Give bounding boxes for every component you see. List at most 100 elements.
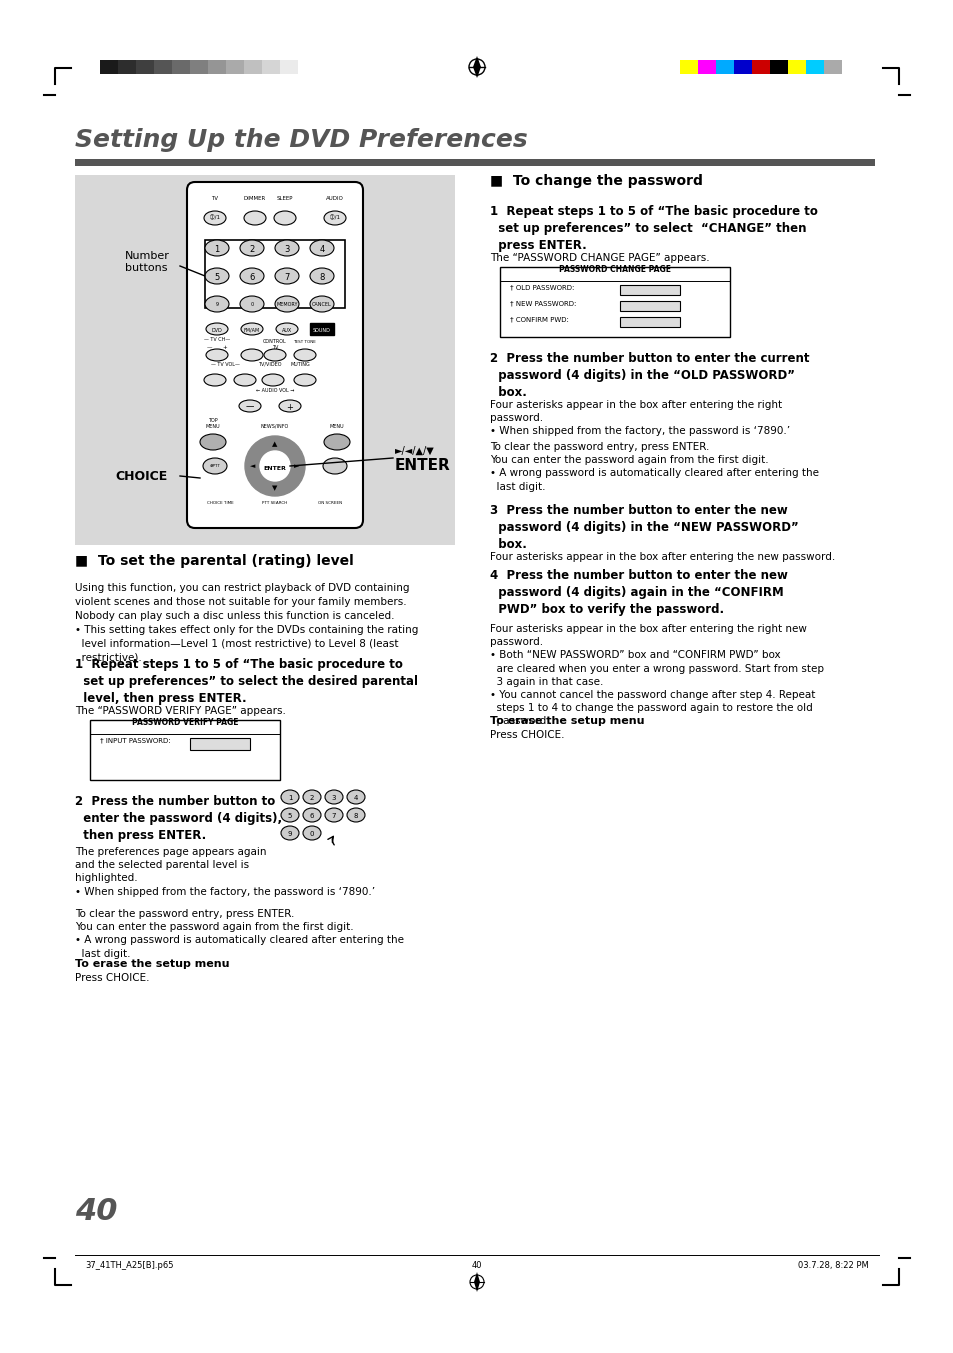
Bar [805, 60, 823, 74]
Ellipse shape [324, 211, 346, 225]
Bar [619, 300, 679, 311]
Text: Four asterisks appear in the box after entering the new password.: Four asterisks appear in the box after e… [490, 552, 835, 561]
Ellipse shape [281, 808, 298, 823]
Ellipse shape [281, 825, 298, 840]
Text: MENU: MENU [330, 423, 344, 429]
Text: 4: 4 [354, 796, 357, 801]
Text: NEWS/INFO: NEWS/INFO [260, 423, 289, 429]
Ellipse shape [244, 211, 266, 225]
Bar [190, 60, 208, 74]
Bar [698, 60, 716, 74]
Text: ⊕PTT: ⊕PTT [210, 464, 220, 468]
Text: 3: 3 [332, 796, 335, 801]
Ellipse shape [204, 211, 226, 225]
Bar [90, 720, 280, 779]
Ellipse shape [204, 373, 226, 386]
Text: Four asterisks appear in the box after entering the right new
password.
• Both “: Four asterisks appear in the box after e… [490, 624, 823, 727]
Text: +: + [286, 402, 294, 411]
FancyBboxPatch shape [187, 183, 363, 528]
Text: ■  To change the password: ■ To change the password [490, 175, 702, 188]
Ellipse shape [274, 239, 298, 256]
Text: 5: 5 [214, 272, 219, 281]
Text: Four asterisks appear in the box after entering the right
password.
• When shipp: Four asterisks appear in the box after e… [490, 400, 789, 437]
Text: The “PASSWORD VERIFY PAGE” appears.: The “PASSWORD VERIFY PAGE” appears. [75, 706, 286, 716]
Text: 8: 8 [354, 813, 358, 819]
Text: ➀/1: ➀/1 [210, 215, 220, 221]
Text: ← AUDIO VOL →: ← AUDIO VOL → [255, 388, 294, 392]
Text: CHOICE: CHOICE [115, 469, 167, 483]
Text: ON SCREEN: ON SCREEN [317, 501, 342, 505]
Bar [190, 737, 250, 750]
Text: ▲: ▲ [272, 441, 277, 446]
Text: 3: 3 [284, 245, 290, 253]
Text: 4: 4 [319, 245, 324, 253]
Text: ►/◄/▲/▼: ►/◄/▲/▼ [395, 446, 435, 456]
Ellipse shape [325, 790, 343, 804]
Polygon shape [473, 55, 480, 78]
Text: —: — [246, 402, 253, 411]
Bar [226, 60, 244, 74]
Text: † OLD PASSWORD:: † OLD PASSWORD: [510, 284, 574, 290]
Bar [100, 60, 118, 74]
Text: 37_41TH_A25[B].p65: 37_41TH_A25[B].p65 [85, 1261, 173, 1270]
Text: 6: 6 [310, 813, 314, 819]
Text: 2  Press the number button to
  enter the password (4 digits),
  then press ENTE: 2 Press the number button to enter the p… [75, 796, 282, 842]
Ellipse shape [347, 808, 365, 823]
Text: 40: 40 [471, 1261, 482, 1270]
Text: CONTROL: CONTROL [263, 340, 287, 344]
Circle shape [260, 451, 290, 482]
Ellipse shape [324, 434, 350, 451]
Bar [769, 60, 787, 74]
Text: To erase the setup menu: To erase the setup menu [490, 716, 644, 727]
Bar [75, 175, 455, 545]
Ellipse shape [264, 349, 286, 361]
Ellipse shape [206, 349, 228, 361]
Ellipse shape [262, 373, 284, 386]
Text: 2: 2 [249, 245, 254, 253]
Bar [499, 267, 729, 337]
Ellipse shape [241, 349, 263, 361]
Text: Press CHOICE.: Press CHOICE. [490, 731, 564, 740]
Ellipse shape [206, 323, 228, 336]
Ellipse shape [200, 434, 226, 451]
Ellipse shape [205, 239, 229, 256]
Text: TV: TV [212, 196, 218, 202]
Text: † CONFIRM PWD:: † CONFIRM PWD: [510, 317, 568, 322]
Text: MEMORY: MEMORY [276, 303, 297, 307]
Text: 7: 7 [284, 272, 290, 281]
Ellipse shape [347, 790, 365, 804]
Text: 6: 6 [249, 272, 254, 281]
Text: The preferences page appears again
and the selected parental level is
highlighte: The preferences page appears again and t… [75, 847, 375, 897]
Text: 40: 40 [75, 1197, 117, 1226]
Text: † NEW PASSWORD:: † NEW PASSWORD: [510, 300, 576, 306]
Text: ENTER: ENTER [263, 465, 286, 471]
Ellipse shape [275, 323, 297, 336]
Ellipse shape [240, 296, 264, 313]
Ellipse shape [294, 373, 315, 386]
Bar [297, 60, 315, 74]
Bar [153, 60, 172, 74]
Text: Using this function, you can restrict playback of DVD containing
violent scenes : Using this function, you can restrict pl… [75, 583, 418, 663]
Text: AUDIO: AUDIO [326, 196, 344, 202]
Bar [619, 285, 679, 295]
Bar [823, 60, 841, 74]
Bar [262, 60, 280, 74]
Text: PTT SEARCH: PTT SEARCH [262, 501, 287, 505]
Text: ENTER: ENTER [395, 457, 450, 472]
Ellipse shape [303, 825, 320, 840]
Bar [136, 60, 153, 74]
Ellipse shape [325, 808, 343, 823]
Text: 8: 8 [319, 272, 324, 281]
Text: TV: TV [272, 345, 278, 350]
Bar [208, 60, 226, 74]
Text: 2  Press the number button to enter the current
  password (4 digits) in the “OL: 2 Press the number button to enter the c… [490, 352, 809, 399]
Text: 0: 0 [251, 303, 253, 307]
Text: AUX: AUX [281, 327, 292, 333]
Text: 1  Repeat steps 1 to 5 of “The basic procedure to
  set up preferences” to selec: 1 Repeat steps 1 to 5 of “The basic proc… [490, 206, 817, 252]
Ellipse shape [310, 268, 334, 284]
Ellipse shape [239, 400, 261, 413]
Text: The “PASSWORD CHANGE PAGE” appears.: The “PASSWORD CHANGE PAGE” appears. [490, 253, 709, 262]
Text: ■  To set the parental (rating) level: ■ To set the parental (rating) level [75, 553, 354, 568]
Ellipse shape [323, 459, 347, 474]
Text: To erase the setup menu: To erase the setup menu [75, 959, 230, 969]
